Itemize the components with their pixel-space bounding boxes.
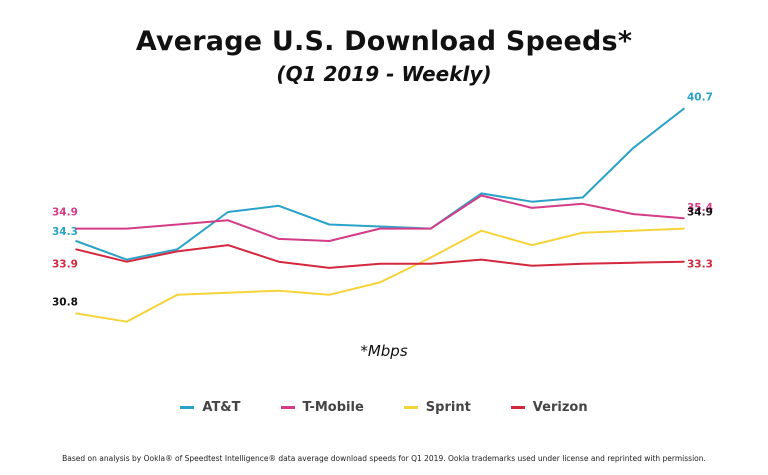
data-point-tmobile bbox=[683, 217, 685, 220]
legend-label-verizon: Verizon bbox=[532, 400, 588, 415]
legend-swatch-att bbox=[180, 406, 195, 409]
data-point-tmobile bbox=[632, 213, 635, 215]
legend-item-verizon[interactable]: Verizon bbox=[510, 400, 588, 415]
data-point-att bbox=[581, 196, 584, 199]
data-point-verizon bbox=[632, 261, 635, 264]
data-point-sprint bbox=[429, 256, 432, 259]
data-point-tmobile bbox=[227, 219, 229, 222]
data-point-sprint bbox=[227, 291, 229, 294]
legend-item-tmobile[interactable]: T-Mobile bbox=[280, 400, 364, 415]
series-line-sprint bbox=[75, 227, 685, 323]
start-label-verizon: 33.9 bbox=[52, 258, 78, 270]
data-point-tmobile bbox=[581, 202, 584, 205]
data-point-verizon bbox=[227, 244, 229, 246]
end-label-att: 40.7 bbox=[687, 92, 713, 104]
data-point-sprint bbox=[480, 229, 483, 232]
data-point-tmobile bbox=[277, 238, 280, 240]
data-point-tmobile bbox=[480, 194, 483, 197]
data-point-tmobile bbox=[429, 227, 432, 230]
legend-item-sprint[interactable]: Sprint bbox=[403, 400, 471, 415]
data-point-sprint bbox=[531, 244, 533, 246]
start-label-sprint: 30.8 bbox=[52, 296, 78, 308]
data-point-tmobile bbox=[125, 227, 128, 230]
chart-title: Average U.S. Download Speeds* bbox=[135, 26, 633, 57]
legend-swatch-sprint bbox=[403, 406, 418, 409]
unit-note: *Mbps bbox=[360, 342, 408, 360]
data-point-tmobile bbox=[379, 227, 381, 230]
data-point-verizon bbox=[176, 250, 179, 253]
series-line-att bbox=[75, 107, 685, 261]
start-label-att: 34.3 bbox=[52, 226, 78, 238]
legend-label-sprint: Sprint bbox=[425, 400, 471, 415]
data-point-verizon bbox=[683, 260, 685, 263]
data-point-verizon bbox=[531, 265, 533, 267]
data-point-sprint bbox=[125, 320, 128, 323]
legend-label-tmobile: T-Mobile bbox=[302, 400, 364, 415]
data-point-sprint bbox=[632, 229, 635, 232]
data-point-verizon bbox=[379, 262, 381, 265]
data-point-verizon bbox=[581, 262, 584, 265]
data-point-sprint bbox=[328, 294, 331, 296]
data-point-att bbox=[227, 211, 229, 213]
data-point-sprint bbox=[75, 312, 77, 315]
legend-label-att: AT&T bbox=[202, 400, 241, 415]
data-point-att bbox=[480, 192, 483, 195]
data-point-att bbox=[176, 248, 179, 251]
data-point-tmobile bbox=[531, 207, 533, 209]
data-point-att bbox=[632, 147, 635, 149]
data-point-verizon bbox=[328, 267, 331, 269]
chart-subtitle: (Q1 2019 - Weekly) bbox=[276, 62, 492, 86]
legend-item-att[interactable]: AT&T bbox=[180, 400, 241, 415]
data-point-verizon bbox=[75, 248, 77, 251]
data-point-tmobile bbox=[328, 240, 331, 242]
data-point-verizon bbox=[429, 262, 432, 265]
data-point-sprint bbox=[683, 227, 685, 230]
data-point-sprint bbox=[176, 294, 179, 296]
data-point-att bbox=[531, 200, 533, 203]
legend-swatch-verizon bbox=[510, 406, 525, 409]
data-point-sprint bbox=[277, 289, 280, 292]
end-label-tmobile: 35.4 bbox=[687, 202, 713, 214]
legend-swatch-tmobile bbox=[280, 406, 295, 409]
data-point-att bbox=[379, 225, 381, 228]
end-label-verizon: 33.3 bbox=[687, 259, 713, 271]
data-point-tmobile bbox=[75, 227, 77, 230]
end-label-sprint: 34.9 bbox=[687, 207, 713, 219]
data-point-sprint bbox=[379, 281, 381, 284]
footnote: Based on analysis by Ookla® of Speedtest… bbox=[62, 454, 706, 463]
data-point-sprint bbox=[581, 231, 584, 234]
start-label-tmobile: 34.9 bbox=[52, 207, 78, 219]
series-line-tmobile bbox=[76, 194, 685, 242]
data-point-verizon bbox=[277, 260, 280, 263]
data-point-att bbox=[328, 223, 331, 226]
data-point-verizon bbox=[125, 260, 128, 263]
data-point-att bbox=[683, 107, 685, 110]
data-point-att bbox=[277, 205, 280, 207]
data-point-att bbox=[75, 240, 77, 242]
legend: AT&T T-Mobile Sprint Verizon bbox=[0, 400, 768, 415]
data-point-tmobile bbox=[176, 223, 179, 226]
data-point-att bbox=[125, 258, 128, 261]
data-point-verizon bbox=[480, 258, 483, 261]
